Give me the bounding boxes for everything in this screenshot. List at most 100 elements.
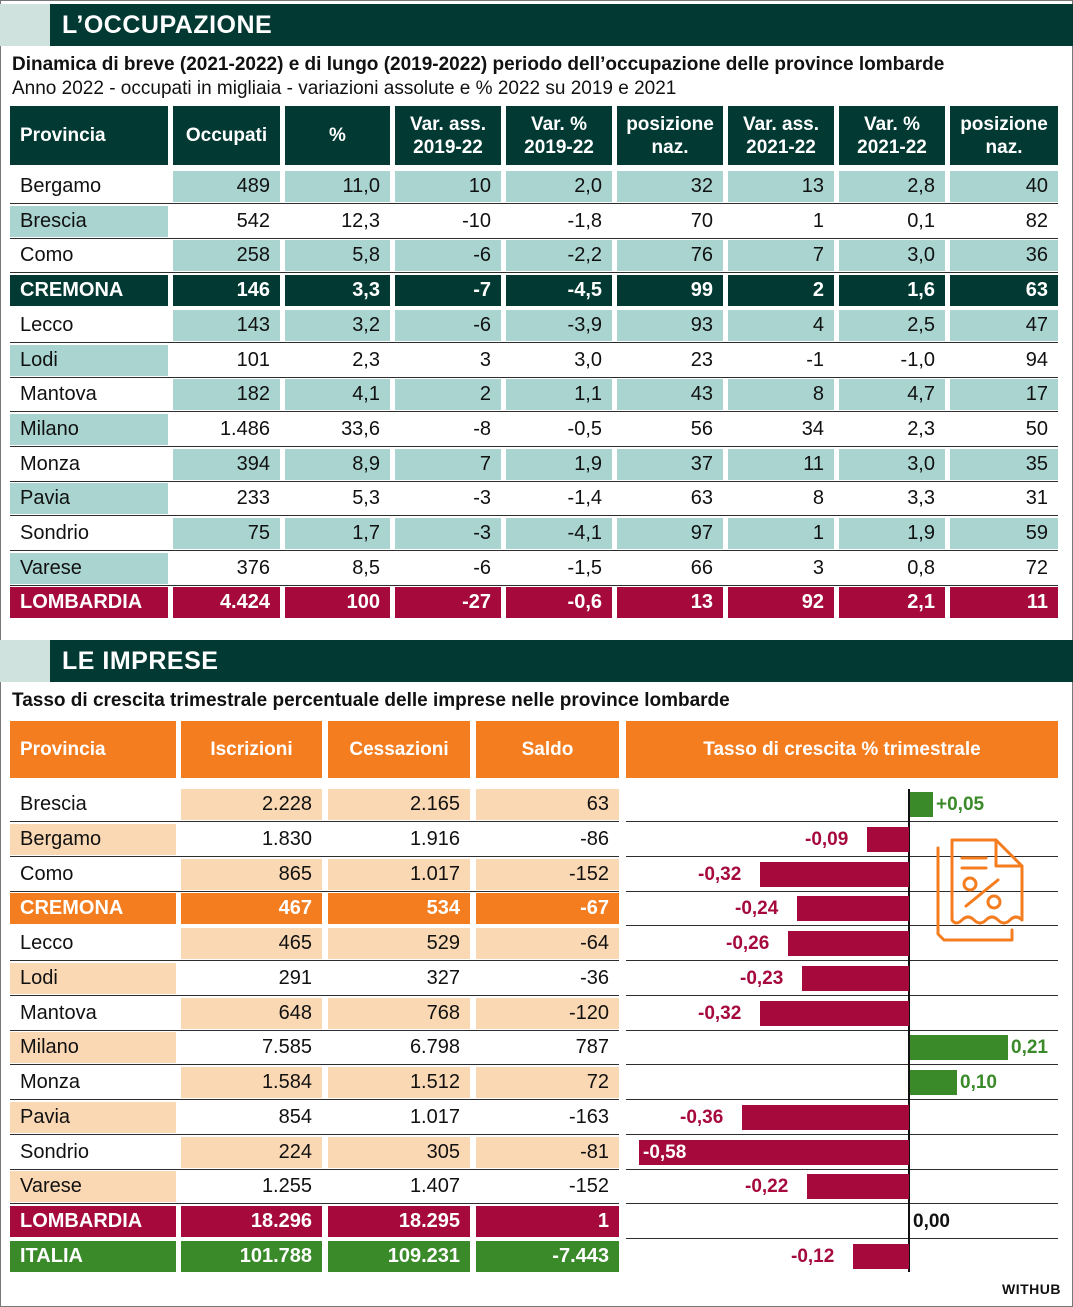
chart-row-divider: [626, 856, 1058, 857]
table-cell: 376: [236, 557, 270, 579]
table-cell: 8: [728, 379, 834, 410]
row-divider: [10, 550, 1058, 551]
table-cell: 4.424: [173, 587, 280, 618]
table-cell: -163: [568, 1106, 609, 1128]
table-cell: 143: [173, 310, 280, 341]
table-cell: 0,8: [907, 557, 935, 579]
imprese-header-cell: Provincia: [10, 721, 176, 778]
chart-row-divider: [626, 1238, 1058, 1239]
row-divider: [10, 960, 619, 961]
section-header-occupazione: L’OCCUPAZIONE: [0, 4, 1073, 46]
row-divider: [10, 238, 1058, 239]
occupazione-subtitle: Dinamica di breve (2021-2022) e di lungo…: [12, 54, 945, 75]
row-province-name: Brescia: [10, 206, 168, 237]
table-cell: 63: [950, 275, 1058, 306]
chart-bar-negative: [797, 896, 909, 921]
table-cell: -2,2: [506, 240, 612, 271]
table-cell: 3,0: [839, 240, 945, 271]
table-cell: 1.255: [261, 1175, 312, 1197]
table-cell: 99: [617, 275, 723, 306]
chart-data-label: -0,36: [680, 1107, 724, 1128]
row-province-name: Bergamo: [10, 824, 176, 855]
row-province-name: Bergamo: [20, 175, 102, 197]
chart-bar-negative: [760, 1001, 909, 1026]
occupazione-subtitle-2: Anno 2022 - occupati in migliaia - varia…: [12, 78, 677, 99]
table-cell: -36: [580, 967, 609, 989]
table-cell: 4,1: [285, 379, 390, 410]
table-cell: 5,3: [352, 487, 380, 509]
table-cell: 94: [1025, 349, 1048, 371]
row-province-name: Como: [20, 244, 74, 266]
table-cell: 2,3: [352, 349, 380, 371]
table-cell: -3,9: [506, 310, 612, 341]
table-cell: -152: [476, 859, 619, 890]
table-cell: 489: [173, 171, 280, 202]
row-province-name: Lodi: [10, 963, 176, 994]
section-header-imprese: LE IMPRESE: [0, 640, 1073, 682]
table-cell: 1,1: [506, 379, 612, 410]
table-cell: 6.798: [409, 1036, 460, 1058]
table-cell: 1: [812, 210, 824, 232]
chart-bar-positive: [910, 792, 933, 817]
table-cell: 1,6: [839, 275, 945, 306]
chart-zero-axis: [908, 789, 910, 1272]
occupazione-header-cell: posizione naz.: [950, 106, 1058, 165]
table-cell: 2.165: [328, 789, 470, 820]
chart-row-divider: [626, 925, 1058, 926]
table-cell: 1.916: [409, 828, 460, 850]
row-divider: [10, 446, 1058, 447]
row-province-name: Pavia: [10, 483, 168, 514]
chart-bar-negative: [807, 1174, 909, 1199]
row-province-name: Lecco: [20, 314, 74, 336]
table-cell: 258: [173, 240, 280, 271]
row-province-name: Pavia: [10, 1102, 176, 1133]
row-province-name: CREMONA: [10, 893, 176, 924]
chart-data-label: -0,58: [643, 1142, 687, 1163]
row-divider: [10, 1099, 619, 1100]
imprese-subtitle: Tasso di crescita trimestrale percentual…: [12, 690, 730, 711]
table-cell: 13: [617, 587, 723, 618]
table-cell: -67: [476, 893, 619, 924]
table-cell: 10: [395, 171, 501, 202]
table-cell: 305: [328, 1137, 470, 1168]
table-cell: 787: [575, 1036, 609, 1058]
row-divider: [10, 377, 1058, 378]
imprese-header-cell: Cessazioni: [328, 721, 470, 778]
table-cell: 92: [728, 587, 834, 618]
table-cell: 529: [328, 928, 470, 959]
chart-bar-negative: [639, 1140, 909, 1165]
chart-bar-positive: [910, 1070, 957, 1095]
imprese-header-cell: Tasso di crescita % trimestrale: [626, 721, 1058, 778]
row-province-name: CREMONA: [10, 275, 168, 306]
row-province-name: Mantova: [20, 1002, 97, 1024]
table-cell: 3: [479, 349, 491, 371]
table-cell: -152: [568, 1175, 609, 1197]
table-cell: -3: [395, 518, 501, 549]
table-cell: 3,0: [574, 349, 602, 371]
table-cell: 11: [728, 449, 834, 480]
chart-bar-positive: [910, 1035, 1008, 1060]
table-cell: 7: [395, 449, 501, 480]
table-cell: 3,3: [285, 275, 390, 306]
table-cell: 93: [617, 310, 723, 341]
table-cell: 3,3: [907, 487, 935, 509]
row-province-name: Lecco: [20, 932, 74, 954]
row-divider: [10, 272, 1058, 273]
row-province-name: Como: [20, 863, 74, 885]
table-cell: 327: [426, 967, 460, 989]
table-cell: 4: [728, 310, 834, 341]
section-header-stub: [0, 640, 50, 682]
row-divider: [10, 585, 1058, 586]
table-cell: 768: [328, 998, 470, 1029]
row-divider: [10, 515, 1058, 516]
credit-label: WITHUB: [1002, 1281, 1061, 1297]
table-cell: 34: [801, 418, 824, 440]
table-cell: 33,6: [341, 418, 380, 440]
table-cell: 70: [690, 210, 713, 232]
table-cell: -6: [395, 310, 501, 341]
row-divider: [10, 821, 619, 822]
occupazione-header-cell: Var. ass. 2019-22: [395, 106, 501, 165]
table-cell: 23: [690, 349, 713, 371]
chart-row-divider: [626, 960, 1058, 961]
chart-data-label: -0,22: [745, 1176, 789, 1197]
